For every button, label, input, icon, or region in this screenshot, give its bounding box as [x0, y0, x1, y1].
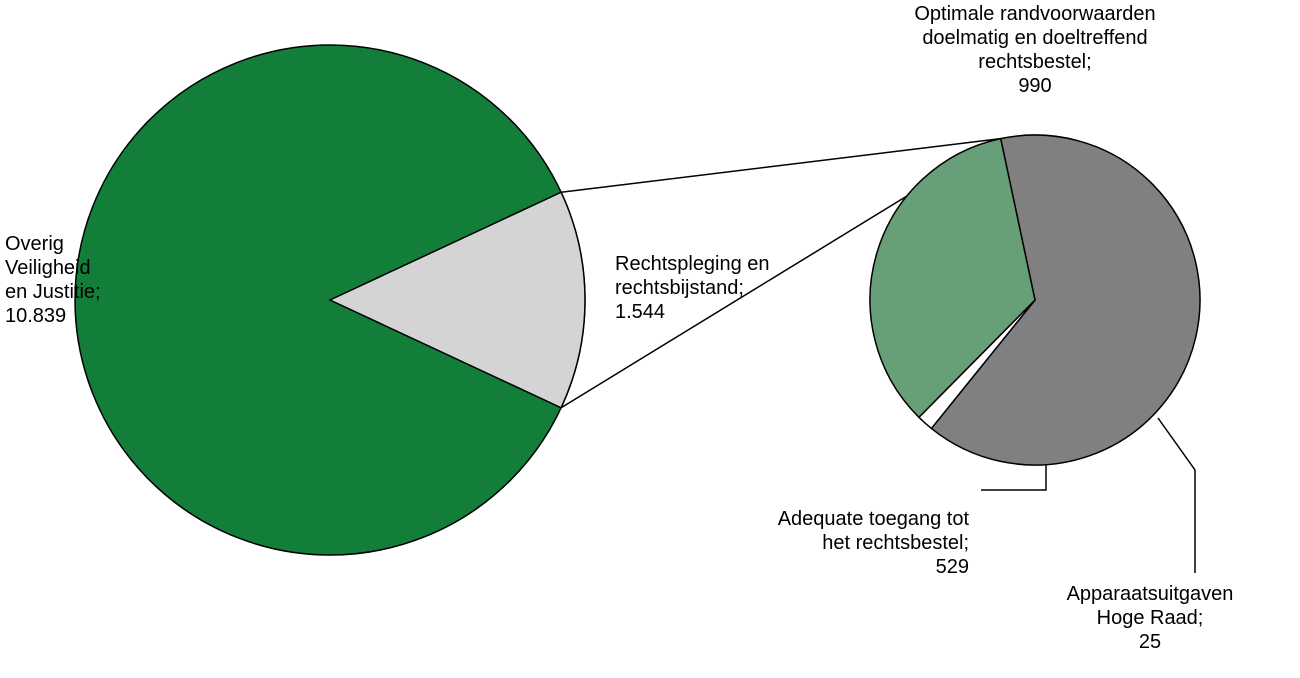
leader-line — [1158, 418, 1195, 573]
main-pie-label: Rechtspleging enrechtsbijstand;1.544 — [615, 253, 770, 323]
sub-pie-label: ApparaatsuitgavenHoge Raad;25 — [1067, 583, 1234, 653]
leader-line — [981, 464, 1046, 490]
sub-pie-label: Optimale randvoorwaardendoelmatig en doe… — [914, 3, 1155, 97]
sub-pie-label: Adequate toegang tothet rechtsbestel;529 — [778, 508, 970, 578]
